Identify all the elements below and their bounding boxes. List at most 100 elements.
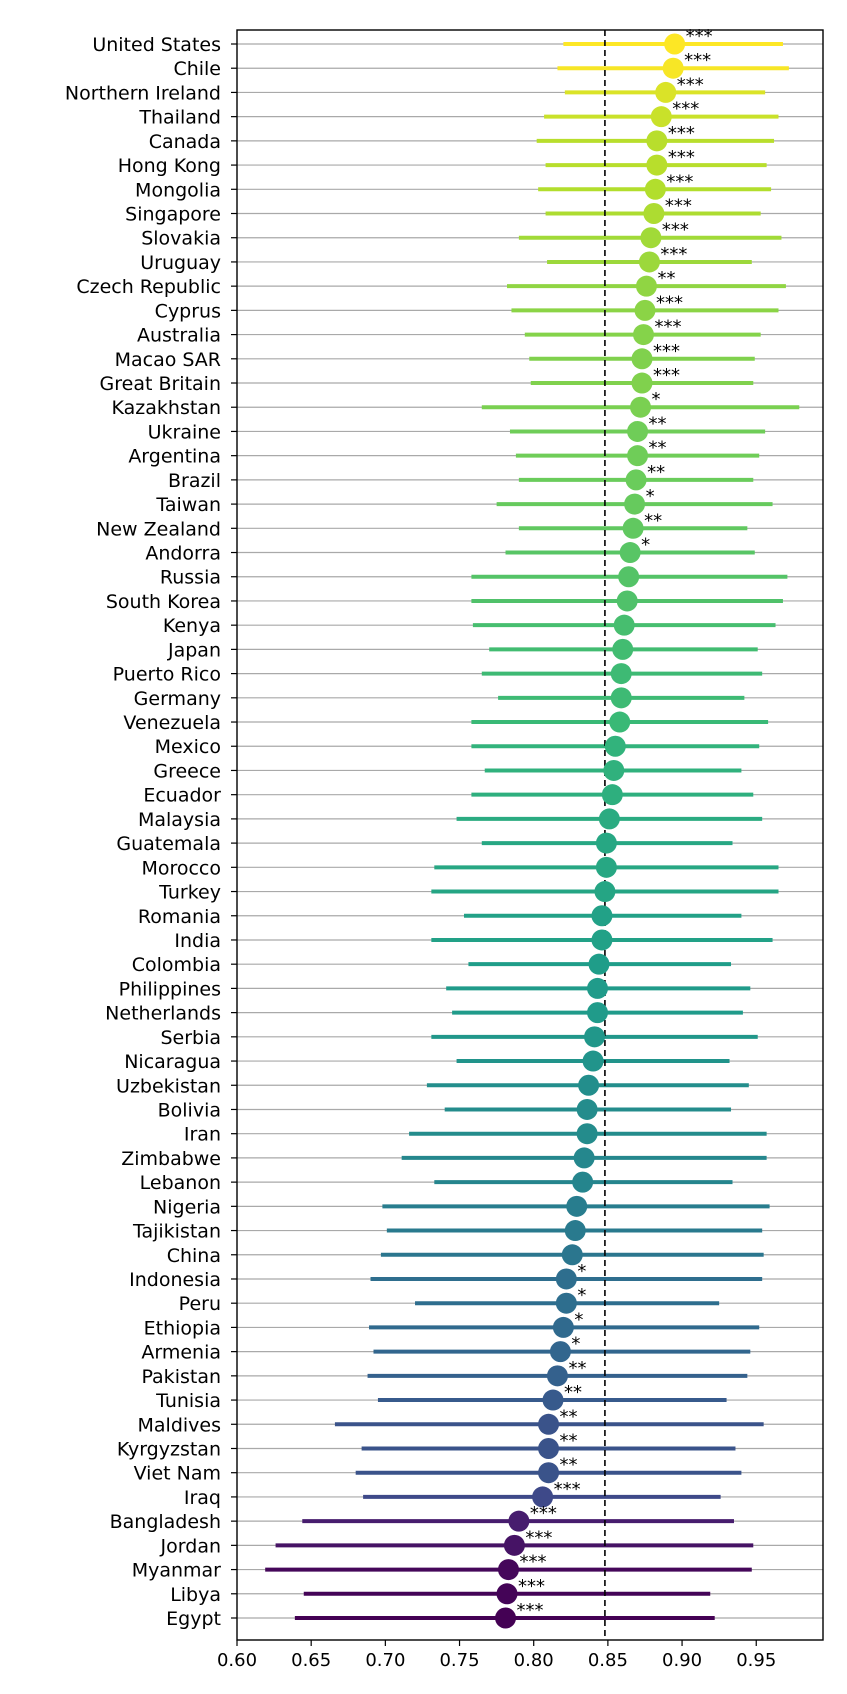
- point-australia: [632, 324, 654, 346]
- point-iran: [576, 1123, 598, 1145]
- point-singapore: [643, 203, 665, 225]
- point-peru: [555, 1292, 577, 1314]
- point-mongolia: [644, 178, 666, 200]
- label-south-korea: South Korea: [106, 591, 221, 613]
- sig-slovakia: ***: [662, 220, 689, 241]
- point-canada: [646, 130, 668, 152]
- point-jordan: [503, 1534, 525, 1556]
- sig-maldives: **: [560, 1406, 578, 1427]
- point-taiwan: [624, 493, 646, 515]
- sig-viet-nam: **: [560, 1455, 578, 1476]
- xtick-label-3: 0.75: [439, 1650, 479, 1671]
- label-morocco: Morocco: [141, 857, 221, 879]
- xtick-label-6: 0.90: [662, 1650, 702, 1671]
- label-zimbabwe: Zimbabwe: [121, 1148, 221, 1170]
- label-egypt: Egypt: [166, 1608, 221, 1630]
- sig-libya: ***: [518, 1576, 545, 1597]
- sig-peru: *: [577, 1285, 586, 1306]
- sig-kazakhstan: *: [652, 389, 661, 410]
- point-mexico: [604, 735, 626, 757]
- label-ukraine: Ukraine: [148, 421, 221, 443]
- point-greece: [603, 759, 625, 781]
- xtick-label-0: 0.60: [217, 1650, 257, 1671]
- sig-myanmar: ***: [519, 1552, 546, 1573]
- point-myanmar: [497, 1559, 519, 1581]
- sig-pakistan: **: [568, 1358, 586, 1379]
- label-argentina: Argentina: [128, 446, 221, 468]
- label-jordan: Jordan: [160, 1535, 221, 1557]
- label-iran: Iran: [184, 1124, 221, 1146]
- sig-ukraine: **: [649, 413, 667, 434]
- label-slovakia: Slovakia: [141, 228, 221, 250]
- sig-indonesia: *: [577, 1261, 586, 1282]
- label-tajikistan: Tajikistan: [132, 1221, 221, 1243]
- sig-czech-republic: **: [657, 268, 675, 289]
- label-great-britain: Great Britain: [100, 373, 221, 395]
- label-pakistan: Pakistan: [141, 1366, 221, 1388]
- label-iraq: Iraq: [184, 1487, 221, 1509]
- label-northern-ireland: Northern Ireland: [65, 82, 221, 104]
- sig-macao-sar: ***: [653, 341, 680, 362]
- sig-thailand: ***: [672, 99, 699, 120]
- confidence-intervals: [265, 42, 800, 1620]
- point-kyrgyzstan: [538, 1437, 560, 1459]
- sig-bangladesh: ***: [530, 1503, 557, 1524]
- point-india: [591, 929, 613, 951]
- point-kazakhstan: [630, 396, 652, 418]
- point-romania: [591, 905, 613, 927]
- label-kyrgyzstan: Kyrgyzstan: [117, 1438, 221, 1460]
- label-new-zealand: New Zealand: [96, 518, 221, 540]
- label-macao-sar: Macao SAR: [115, 349, 221, 371]
- point-russia: [618, 566, 640, 588]
- sig-brazil: **: [647, 462, 665, 483]
- point-estimates: [495, 33, 686, 1629]
- sig-tunisia: **: [564, 1382, 582, 1403]
- sig-ethiopia: *: [574, 1309, 583, 1330]
- label-cyprus: Cyprus: [155, 300, 221, 322]
- label-uzbekistan: Uzbekistan: [116, 1075, 221, 1097]
- label-greece: Greece: [153, 760, 221, 782]
- label-chile: Chile: [173, 58, 221, 80]
- label-ethiopia: Ethiopia: [144, 1317, 221, 1339]
- point-andorra: [619, 542, 641, 564]
- label-thailand: Thailand: [138, 107, 221, 129]
- sig-armenia: *: [571, 1334, 580, 1355]
- sig-australia: ***: [654, 317, 681, 338]
- sig-great-britain: ***: [653, 365, 680, 386]
- label-czech-republic: Czech Republic: [76, 276, 221, 298]
- point-ukraine: [627, 420, 649, 442]
- label-armenia: Armenia: [141, 1342, 221, 1364]
- label-nicaragua: Nicaragua: [124, 1051, 221, 1073]
- sig-united-states: ***: [686, 26, 713, 47]
- label-japan: Japan: [167, 639, 221, 661]
- label-nigeria: Nigeria: [153, 1196, 221, 1218]
- label-serbia: Serbia: [160, 1027, 221, 1049]
- sig-hong-kong: ***: [668, 147, 695, 168]
- sig-andorra: *: [641, 535, 650, 556]
- label-lebanon: Lebanon: [140, 1172, 221, 1194]
- point-colombia: [588, 953, 610, 975]
- xtick-label-1: 0.65: [291, 1650, 331, 1671]
- label-hong-kong: Hong Kong: [118, 155, 221, 177]
- point-uruguay: [638, 251, 660, 273]
- point-viet-nam: [538, 1462, 560, 1484]
- label-canada: Canada: [149, 131, 221, 153]
- point-bolivia: [576, 1098, 598, 1120]
- label-ecuador: Ecuador: [143, 785, 221, 807]
- point-philippines: [587, 977, 609, 999]
- point-venezuela: [609, 711, 631, 733]
- label-libya: Libya: [170, 1584, 221, 1606]
- point-indonesia: [555, 1268, 577, 1290]
- sig-cyprus: ***: [656, 292, 683, 313]
- point-thailand: [650, 106, 672, 128]
- label-indonesia: Indonesia: [129, 1269, 221, 1291]
- label-uruguay: Uruguay: [140, 252, 221, 274]
- point-new-zealand: [622, 517, 644, 539]
- xtick-label-7: 0.95: [736, 1650, 776, 1671]
- point-tajikistan: [564, 1220, 586, 1242]
- point-serbia: [584, 1026, 606, 1048]
- point-kenya: [613, 614, 635, 636]
- sig-singapore: ***: [665, 196, 692, 217]
- point-egypt: [495, 1607, 517, 1629]
- point-malaysia: [598, 808, 620, 830]
